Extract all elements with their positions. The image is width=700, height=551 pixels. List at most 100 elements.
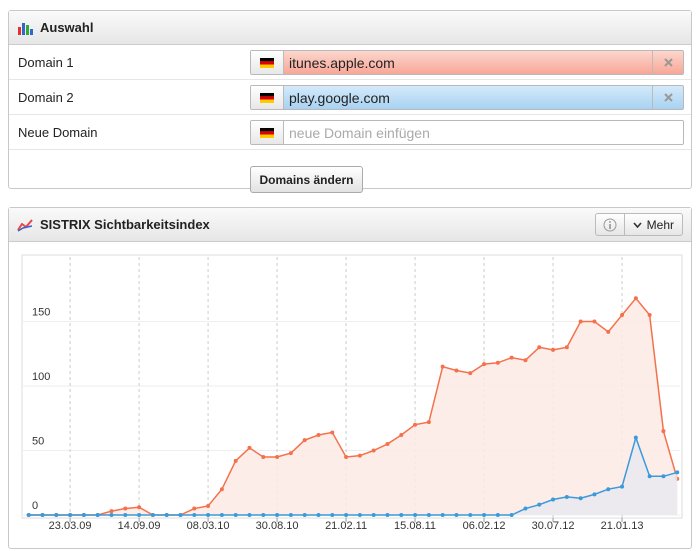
x-tick-label: 06.02.12 bbox=[463, 520, 506, 532]
area-fill bbox=[28, 298, 678, 515]
data-point bbox=[454, 368, 459, 373]
row: Neue Domain neue Domain einfügen bbox=[9, 115, 691, 150]
data-point bbox=[68, 513, 73, 517]
data-point bbox=[206, 513, 211, 517]
x-tick-label: 15.08.11 bbox=[394, 520, 436, 532]
data-point bbox=[482, 513, 487, 517]
data-point bbox=[413, 513, 418, 517]
data-point bbox=[523, 506, 528, 511]
data-point bbox=[344, 513, 349, 517]
series-line bbox=[28, 297, 678, 516]
data-point bbox=[275, 513, 280, 517]
y-tick-label: 150 bbox=[32, 307, 50, 319]
data-point bbox=[606, 487, 611, 492]
data-point bbox=[468, 513, 473, 517]
data-point bbox=[178, 513, 183, 517]
data-point bbox=[440, 513, 445, 517]
data-point bbox=[551, 497, 556, 502]
panel-title: SISTRIX Sichtbarkeitsindex bbox=[40, 217, 210, 232]
area-fill bbox=[28, 437, 678, 515]
data-point bbox=[81, 513, 86, 517]
clear-button[interactable] bbox=[652, 86, 683, 109]
data-point bbox=[206, 503, 211, 508]
domain-input[interactable]: play.google.com bbox=[250, 85, 684, 110]
x-tick-label: 08.03.10 bbox=[187, 520, 230, 532]
data-point bbox=[316, 513, 321, 517]
clear-button[interactable] bbox=[652, 51, 683, 74]
label: Domain 1 bbox=[18, 55, 74, 70]
data-point bbox=[647, 474, 652, 479]
flag[interactable] bbox=[251, 121, 284, 144]
x-tick-label: 14.09.09 bbox=[118, 520, 161, 532]
more-button[interactable]: Mehr bbox=[625, 214, 682, 235]
data-point bbox=[371, 448, 376, 453]
data-point bbox=[661, 474, 666, 479]
selection-panel: Auswahl Domain 1 itunes.apple.com Domain… bbox=[8, 10, 692, 193]
y-tick-label: 50 bbox=[32, 436, 44, 448]
icon bbox=[17, 218, 33, 232]
row: Domain 2 play.google.com bbox=[9, 80, 691, 115]
data-point bbox=[109, 513, 114, 517]
data-point bbox=[26, 513, 31, 517]
data-point bbox=[633, 435, 638, 440]
data-point bbox=[385, 442, 390, 447]
domain-input[interactable]: itunes.apple.com bbox=[250, 50, 684, 75]
data-point bbox=[523, 358, 528, 363]
data-point bbox=[399, 433, 404, 438]
menu-label: Mehr bbox=[646, 217, 674, 232]
data-point bbox=[192, 506, 197, 511]
toolbar: Mehr bbox=[594, 213, 683, 236]
data-point bbox=[620, 313, 625, 318]
data-point bbox=[606, 329, 611, 334]
data-point bbox=[578, 319, 583, 324]
x-tick-label: 21.01.13 bbox=[601, 520, 644, 532]
data-point bbox=[482, 362, 487, 367]
data-point bbox=[164, 513, 169, 517]
data-point bbox=[509, 355, 514, 360]
panel-title: Auswahl bbox=[40, 20, 94, 35]
data-point bbox=[551, 347, 556, 352]
data-point bbox=[592, 492, 597, 497]
data-point bbox=[302, 438, 307, 443]
change-button[interactable]: Domains ändern bbox=[250, 166, 363, 193]
data-point bbox=[620, 484, 625, 489]
data-point bbox=[233, 513, 238, 517]
input-text: itunes.apple.com bbox=[289, 54, 395, 71]
data-point bbox=[661, 429, 666, 434]
data-point bbox=[385, 513, 390, 517]
data-point bbox=[675, 470, 680, 475]
data-point bbox=[316, 433, 321, 438]
data-point bbox=[413, 422, 418, 427]
data-point bbox=[95, 513, 100, 517]
chart: 0 50 100 150 23.03.09 14.09.09 08.03.10 30.08.1… bbox=[21, 254, 683, 532]
data-point bbox=[357, 513, 362, 517]
info-button[interactable] bbox=[596, 214, 625, 235]
panel-header: SISTRIX Sichtbarkeitsindex Mehr bbox=[9, 208, 691, 242]
data-point bbox=[440, 364, 445, 369]
data-point bbox=[123, 513, 128, 517]
data-point bbox=[426, 420, 431, 425]
data-point bbox=[357, 453, 362, 458]
icon bbox=[18, 22, 33, 35]
row: Domain 1 itunes.apple.com bbox=[9, 45, 691, 80]
label: Domain 2 bbox=[18, 90, 74, 105]
data-point bbox=[219, 513, 224, 517]
data-point bbox=[54, 513, 59, 517]
data-point bbox=[509, 513, 514, 517]
flag[interactable] bbox=[251, 51, 284, 74]
data-point bbox=[247, 513, 252, 517]
data-point bbox=[537, 345, 542, 350]
data-point bbox=[109, 509, 114, 514]
data-point bbox=[564, 494, 569, 499]
data-point bbox=[592, 319, 597, 324]
data-point bbox=[633, 296, 638, 301]
label: Neue Domain bbox=[18, 125, 98, 140]
data-point bbox=[578, 496, 583, 501]
data-point bbox=[454, 513, 459, 517]
flag[interactable] bbox=[251, 86, 284, 109]
data-point bbox=[495, 513, 500, 517]
data-point bbox=[275, 454, 280, 459]
domain-input[interactable]: neue Domain einfügen bbox=[250, 120, 684, 145]
data-point bbox=[302, 513, 307, 517]
